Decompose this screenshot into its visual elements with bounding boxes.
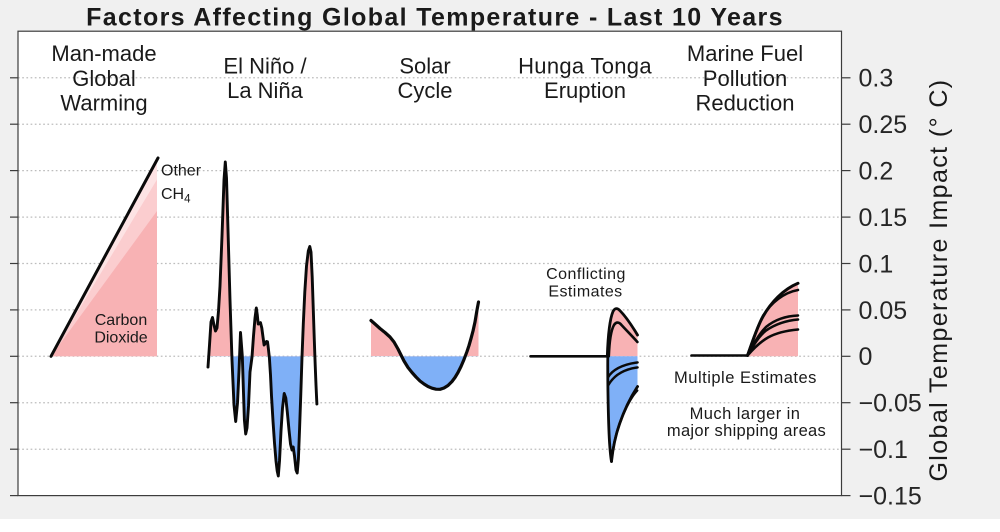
svg-text:Other: Other: [161, 163, 202, 180]
svg-text:Hunga Tonga: Hunga Tonga: [518, 53, 652, 78]
svg-text:Estimates: Estimates: [548, 284, 622, 301]
svg-text:0.15: 0.15: [859, 204, 908, 232]
svg-text:−0.15: −0.15: [859, 483, 922, 511]
svg-text:Multiple Estimates: Multiple Estimates: [674, 369, 817, 387]
svg-text:−0.1: −0.1: [859, 436, 908, 464]
svg-text:Dioxide: Dioxide: [94, 330, 147, 347]
svg-text:Man-made: Man-made: [51, 41, 156, 66]
svg-text:0.1: 0.1: [859, 250, 894, 278]
svg-text:−0.05: −0.05: [859, 390, 922, 418]
svg-text:Much larger in: Much larger in: [690, 405, 801, 423]
svg-text:Eruption: Eruption: [544, 78, 626, 103]
svg-text:Global Temperature Impact (° C: Global Temperature Impact (° C): [925, 78, 953, 481]
svg-text:El Niño /: El Niño /: [223, 53, 307, 78]
svg-text:CH4: CH4: [161, 186, 191, 206]
svg-text:Pollution: Pollution: [703, 66, 787, 91]
svg-text:Solar: Solar: [399, 53, 450, 78]
svg-text:Factors Affecting Global Tempe: Factors Affecting Global Temperature - L…: [86, 3, 784, 31]
svg-text:Warming: Warming: [60, 91, 147, 116]
svg-text:0.3: 0.3: [859, 65, 894, 93]
svg-text:Global: Global: [72, 66, 136, 91]
svg-text:0.05: 0.05: [859, 297, 908, 325]
svg-text:0.2: 0.2: [859, 158, 894, 186]
svg-text:0.25: 0.25: [859, 111, 908, 139]
svg-text:Conflicting: Conflicting: [546, 266, 626, 283]
svg-text:Carbon: Carbon: [95, 312, 147, 329]
svg-text:major shipping areas: major shipping areas: [667, 422, 826, 440]
svg-text:Reduction: Reduction: [695, 91, 794, 116]
svg-text:Marine Fuel: Marine Fuel: [687, 41, 803, 66]
svg-text:Cycle: Cycle: [397, 78, 452, 103]
svg-text:0: 0: [859, 343, 873, 371]
svg-text:La Niña: La Niña: [227, 78, 304, 103]
